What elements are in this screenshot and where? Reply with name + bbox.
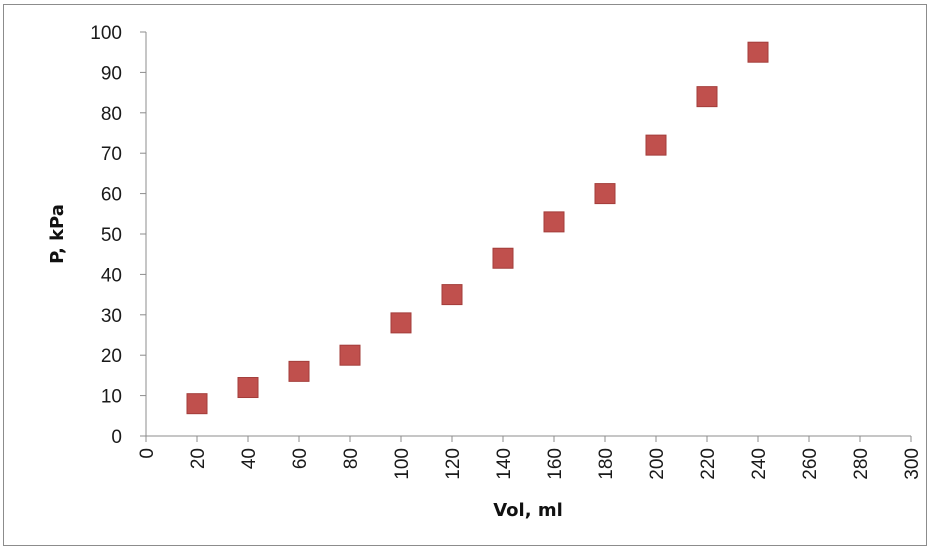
y-tick-labels: 0 10 20 30 40 50 60 70 80 90 100 (90, 23, 122, 448)
data-point (339, 344, 361, 366)
data-point (492, 247, 514, 269)
x-tick-label: 80 (341, 448, 362, 469)
x-tick-label: 220 (698, 448, 719, 480)
y-tick-label: 10 (101, 387, 122, 408)
data-points (186, 41, 769, 415)
y-tick-label: 100 (90, 23, 122, 44)
data-point (747, 41, 769, 63)
data-point (237, 377, 259, 399)
y-tick-label: 70 (101, 144, 122, 165)
x-tick-label: 180 (596, 448, 617, 480)
x-tick-label: 160 (545, 448, 566, 480)
x-tick-label: 200 (647, 448, 668, 480)
x-tick-labels: 0 20 40 60 80 100 120 140 160 180 200 220 240 260 280 3… (137, 448, 923, 480)
axes (140, 31, 912, 442)
x-tick-label: 260 (800, 448, 821, 480)
x-tick-label: 40 (239, 448, 260, 469)
y-tick-label: 90 (101, 63, 122, 84)
data-point (645, 134, 667, 156)
y-tick-label: 30 (101, 306, 122, 327)
chart-frame (3, 4, 927, 546)
y-tick-label: 60 (101, 185, 122, 206)
x-tick-label: 0 (137, 448, 158, 459)
x-tick-label: 300 (902, 448, 923, 480)
data-point (390, 312, 412, 334)
x-axis-title: Vol, ml (493, 500, 563, 521)
x-tick-label: 100 (392, 448, 413, 480)
data-point (543, 211, 565, 233)
y-axis-title: P, kPa (47, 204, 68, 264)
x-tick-label: 120 (443, 448, 464, 480)
data-point (288, 360, 310, 382)
y-tick-label: 50 (101, 225, 122, 246)
x-tick-label: 20 (188, 448, 209, 469)
x-tick-label: 60 (290, 448, 311, 469)
x-tick-label: 140 (494, 448, 515, 480)
data-point (696, 86, 718, 108)
y-tick-label: 0 (111, 427, 122, 448)
data-point (186, 393, 208, 415)
y-tick-label: 80 (101, 104, 122, 125)
data-point (441, 284, 463, 306)
y-tick-label: 20 (101, 346, 122, 367)
x-tick-label: 240 (749, 448, 770, 480)
data-point (594, 183, 616, 205)
x-tick-label: 280 (851, 448, 872, 480)
y-tick-label: 40 (101, 265, 122, 286)
